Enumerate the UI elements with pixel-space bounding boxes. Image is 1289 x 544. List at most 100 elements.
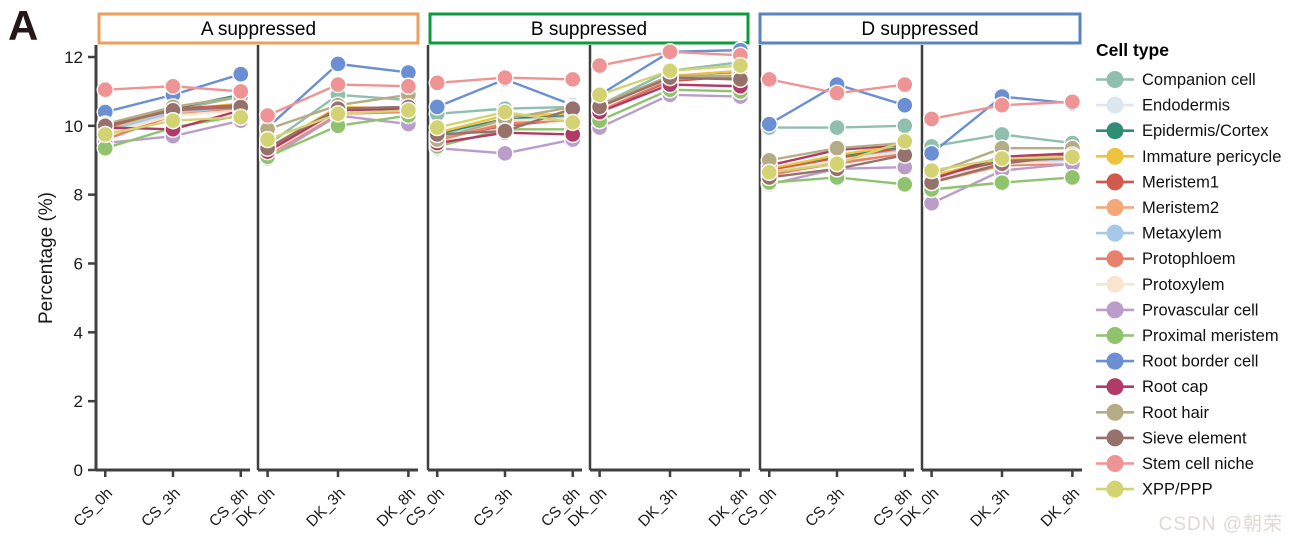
legend-label: Meristem1 [1142, 173, 1219, 191]
legend-label: Metaxylem [1142, 225, 1222, 243]
x-tick-label: CS_0h [71, 485, 117, 531]
data-point [922, 110, 941, 128]
legend-label: Protophloem [1142, 250, 1236, 268]
legend-label: Immature pericycle [1142, 148, 1281, 166]
data-point [428, 98, 446, 116]
data-point [496, 103, 514, 121]
facet-header-box [97, 12, 420, 45]
legend-key-point [1106, 352, 1124, 370]
legend-key-point [1106, 122, 1124, 140]
data-point [760, 115, 778, 133]
data-point [428, 118, 446, 137]
legend-key-point [1106, 147, 1124, 165]
data-point [896, 96, 914, 114]
facet-title: D suppressed [861, 19, 978, 40]
legend-label: XPP/PPP [1142, 481, 1213, 499]
data-point [399, 77, 418, 95]
legend-label: Protoxylem [1142, 276, 1225, 294]
y-tick-label: 8 [74, 186, 83, 205]
data-point [828, 118, 846, 137]
x-tick-label: DK_3h [635, 485, 681, 531]
facet-title: A suppressed [201, 19, 316, 40]
data-point [1063, 168, 1082, 187]
data-point [661, 62, 679, 80]
legend-label: Epidermis/Cortex [1142, 122, 1269, 140]
data-point [329, 55, 347, 73]
data-point [896, 117, 914, 135]
data-point [564, 113, 582, 132]
legend-key-point [1106, 96, 1124, 114]
legend-key-point [1106, 224, 1124, 242]
data-point [760, 70, 778, 89]
data-point [922, 161, 941, 180]
data-point [1063, 148, 1082, 166]
data-point [496, 68, 514, 87]
data-point [428, 74, 446, 92]
data-point [896, 132, 914, 151]
data-point [232, 108, 250, 126]
x-tick-label: CS_3h [470, 485, 516, 531]
data-point [329, 105, 347, 123]
y-tick-label: 0 [74, 461, 83, 480]
legend-key-point [1106, 301, 1124, 319]
legend-label: Provascular cell [1142, 301, 1258, 319]
legend-key-point [1106, 199, 1124, 216]
legend-key-point [1106, 250, 1124, 268]
data-point [590, 86, 609, 104]
legend-key-point [1106, 480, 1124, 498]
data-point [1063, 93, 1082, 111]
data-point [564, 70, 582, 89]
x-tick-label: DK_3h [967, 485, 1013, 531]
data-point [828, 84, 846, 102]
legend-label: Root hair [1142, 404, 1209, 422]
legend-key-point [1106, 455, 1124, 472]
data-point [96, 125, 114, 144]
legend-label: Endodermis [1142, 97, 1230, 115]
data-point [896, 175, 914, 194]
data-point [164, 77, 182, 95]
data-point [993, 173, 1011, 192]
legend-label: Proximal meristem [1142, 327, 1279, 345]
data-point [258, 130, 277, 149]
legend-label: Root border cell [1142, 353, 1258, 371]
legend-key-point [1106, 327, 1124, 344]
data-point [164, 111, 182, 130]
legend-key-point [1106, 429, 1124, 447]
y-tick-label: 2 [74, 392, 83, 411]
x-tick-label: DK_8h [1038, 485, 1084, 531]
data-point [896, 75, 914, 94]
y-tick-label: 6 [74, 255, 83, 274]
legend-label: Sieve element [1142, 429, 1247, 447]
data-point [329, 75, 347, 94]
data-point [96, 80, 114, 99]
x-tick-label: CS_3h [138, 485, 184, 531]
legend-key-point [1106, 275, 1124, 293]
x-tick-label: DK_3h [303, 485, 349, 531]
y-tick-label: 10 [64, 117, 83, 136]
legend-label: Stem cell niche [1142, 455, 1254, 473]
legend-title: Cell type [1096, 40, 1169, 60]
facet-header-box [428, 12, 750, 45]
data-point [828, 154, 846, 173]
legend-label: Root cap [1142, 378, 1208, 396]
data-point [258, 106, 277, 125]
legend-key-point [1106, 403, 1124, 421]
data-point [760, 163, 778, 181]
data-point [590, 56, 609, 75]
legend-label: Companion cell [1142, 71, 1256, 89]
data-point [661, 43, 679, 61]
legend-label: Meristem2 [1142, 199, 1219, 217]
data-point [232, 82, 250, 101]
legend-key-point [1106, 378, 1124, 396]
data-point [399, 101, 418, 120]
facet-header-box [758, 12, 1082, 45]
watermark: CSDN @朝荣 [1158, 514, 1283, 535]
x-tick-label: CS_3h [802, 485, 848, 531]
figure-panel-label: A [8, 2, 39, 49]
data-point [828, 139, 846, 157]
data-point [731, 56, 750, 75]
facet-title: B suppressed [531, 19, 647, 40]
data-point [232, 65, 250, 83]
data-point [496, 144, 514, 163]
y-tick-label: 12 [64, 48, 83, 67]
